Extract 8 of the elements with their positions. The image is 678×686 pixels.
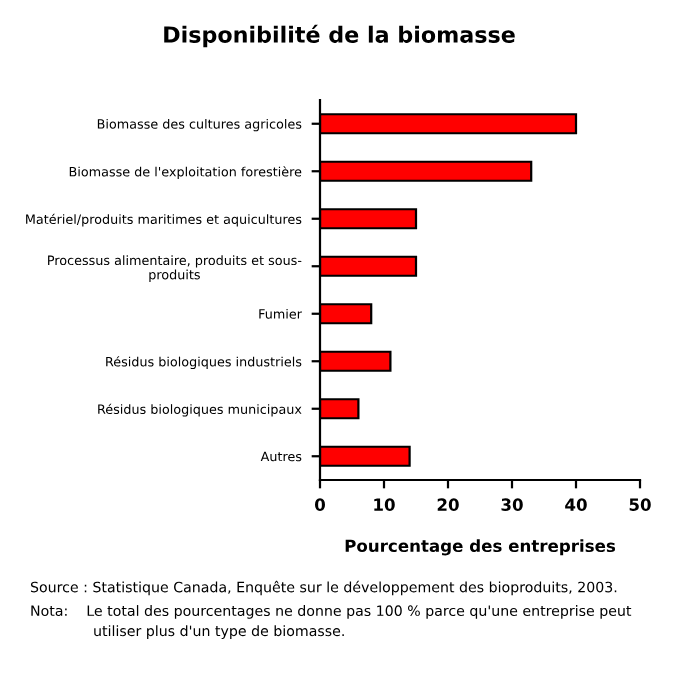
x-tick-label: 0: [315, 498, 325, 511]
x-tick-label: 50: [629, 498, 651, 511]
x-axis-title: Pourcentage des entreprises: [345, 539, 616, 556]
x-tick-label: 10: [374, 498, 395, 511]
x-tick-label: 20: [437, 498, 459, 511]
x-tick-label: 30: [501, 498, 523, 511]
x-tick-label: 40: [565, 498, 587, 511]
chart-title: Disponibilité de la biomasse: [164, 24, 515, 48]
